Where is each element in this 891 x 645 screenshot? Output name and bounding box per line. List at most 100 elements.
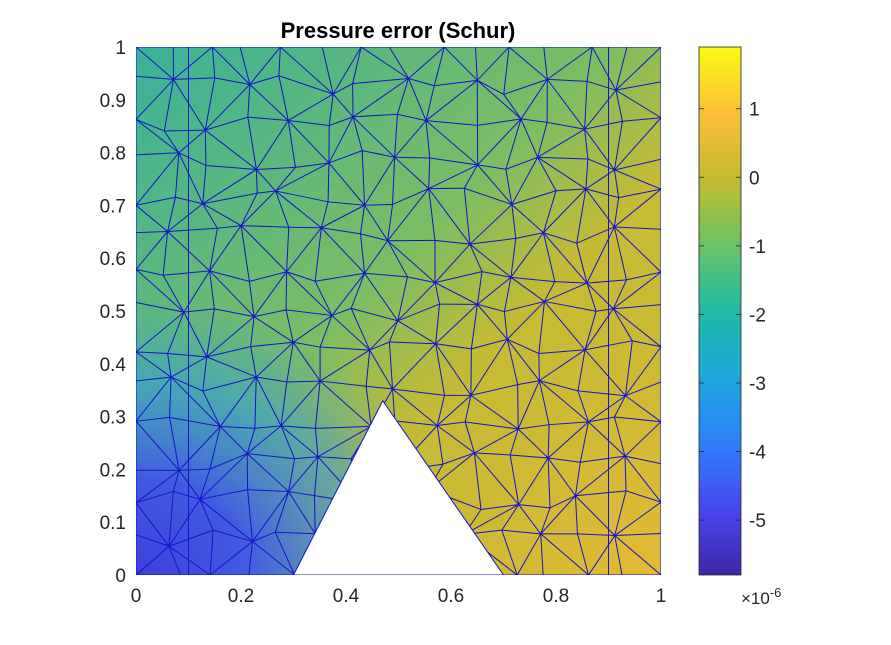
x-tick-label: 0.8 <box>543 586 569 607</box>
mesh-edge <box>209 225 242 272</box>
mesh-edge <box>469 243 483 272</box>
mesh-edge <box>547 424 550 459</box>
mesh-edge <box>542 190 557 233</box>
mesh-edge <box>293 341 321 348</box>
mesh-edge <box>477 118 522 166</box>
mesh-edge <box>249 271 287 282</box>
mesh-edge <box>433 47 445 86</box>
mesh-edge <box>136 351 172 378</box>
mesh-edge <box>280 425 319 458</box>
mesh-edge <box>624 421 661 457</box>
mesh-edge <box>577 390 626 397</box>
mesh-edge <box>255 169 258 194</box>
mesh-edge <box>168 546 181 575</box>
mesh-edge <box>622 117 661 122</box>
mesh-edge <box>314 381 321 429</box>
mesh-edge <box>220 426 255 429</box>
mesh-edge <box>506 338 540 381</box>
mesh-edge <box>292 341 321 382</box>
mesh-edge <box>392 388 445 396</box>
mesh-edge <box>169 377 172 418</box>
mesh-edge <box>625 346 661 397</box>
mesh-edge <box>434 239 470 245</box>
mesh-edge <box>209 426 221 470</box>
mesh-edge <box>369 341 390 351</box>
mesh-edge <box>510 276 545 302</box>
mesh-edge <box>278 75 334 95</box>
mesh-edge <box>173 77 215 80</box>
mesh-edge <box>588 395 626 423</box>
mesh-edge <box>543 281 556 302</box>
mesh-edge <box>632 340 661 348</box>
mesh-edge <box>394 156 430 189</box>
mesh-edge <box>206 308 215 357</box>
mesh-edge <box>429 157 478 166</box>
mesh-edge <box>474 428 519 454</box>
mesh-edge <box>351 307 398 322</box>
mesh-edge <box>163 130 180 154</box>
mesh-edge <box>434 243 471 283</box>
mesh-edge <box>549 495 576 509</box>
mesh-edge <box>352 77 409 85</box>
mesh-edge <box>625 490 661 503</box>
mesh-edge <box>588 535 616 575</box>
mesh-edge <box>352 116 363 151</box>
mesh-edge <box>256 376 287 383</box>
mesh-edge <box>136 231 168 270</box>
mesh-edge <box>352 47 362 84</box>
mesh-edge <box>465 421 519 430</box>
mesh-edge <box>247 489 253 542</box>
colorbar-tick-label: -4 <box>749 443 766 464</box>
mesh-edge <box>613 169 620 198</box>
mesh-edge <box>360 47 409 79</box>
mesh-edge <box>464 421 475 454</box>
mesh-edge <box>278 75 289 121</box>
mesh-edge <box>170 376 204 392</box>
mesh-edge <box>364 157 396 206</box>
mesh-edge <box>428 164 478 190</box>
y-tick-label: 0.9 <box>100 91 126 112</box>
mesh-edge <box>211 47 251 85</box>
mesh-edge <box>281 425 316 429</box>
mesh-edge <box>625 381 661 397</box>
mesh-edge <box>436 394 472 426</box>
mesh-edge <box>585 158 589 189</box>
mesh-edge <box>254 425 282 429</box>
mesh-edge <box>173 47 213 80</box>
mesh-edge <box>360 205 366 234</box>
colorbar-tick-label: -1 <box>749 237 766 258</box>
mesh-edge <box>434 282 440 305</box>
mesh-edge <box>319 380 372 427</box>
mesh-edge <box>136 420 180 471</box>
mesh-edge <box>247 84 251 118</box>
mesh-edge <box>574 462 581 496</box>
mesh-edge <box>556 188 586 192</box>
mesh-edge <box>136 416 170 422</box>
mesh-edge <box>586 226 615 284</box>
mesh-edge <box>476 271 483 305</box>
mesh-edge <box>136 545 170 575</box>
mesh-edge <box>428 188 436 241</box>
mesh-edge <box>540 495 576 535</box>
mesh-edge <box>470 384 518 396</box>
mesh-edge <box>275 531 316 535</box>
mesh-edge <box>434 282 478 305</box>
mesh-edge <box>287 120 330 164</box>
mesh-edge <box>537 157 557 192</box>
mesh-edge <box>547 47 593 80</box>
mesh-edge <box>136 118 165 132</box>
y-tick-label: 0.1 <box>100 513 126 534</box>
mesh-edge <box>436 425 444 465</box>
mesh-edge <box>202 376 257 392</box>
mesh-edge <box>397 113 427 122</box>
x-tick-label: 0 <box>131 586 142 607</box>
mesh-edge <box>249 75 280 85</box>
mesh-edge <box>178 470 201 500</box>
mesh-edge <box>614 188 661 228</box>
mesh-edge <box>167 203 204 232</box>
mesh-edge <box>481 271 512 278</box>
colorbar-scale <box>698 46 742 576</box>
mesh-edge <box>167 353 172 378</box>
mesh-edge <box>542 232 556 282</box>
mesh-edge <box>319 315 333 348</box>
